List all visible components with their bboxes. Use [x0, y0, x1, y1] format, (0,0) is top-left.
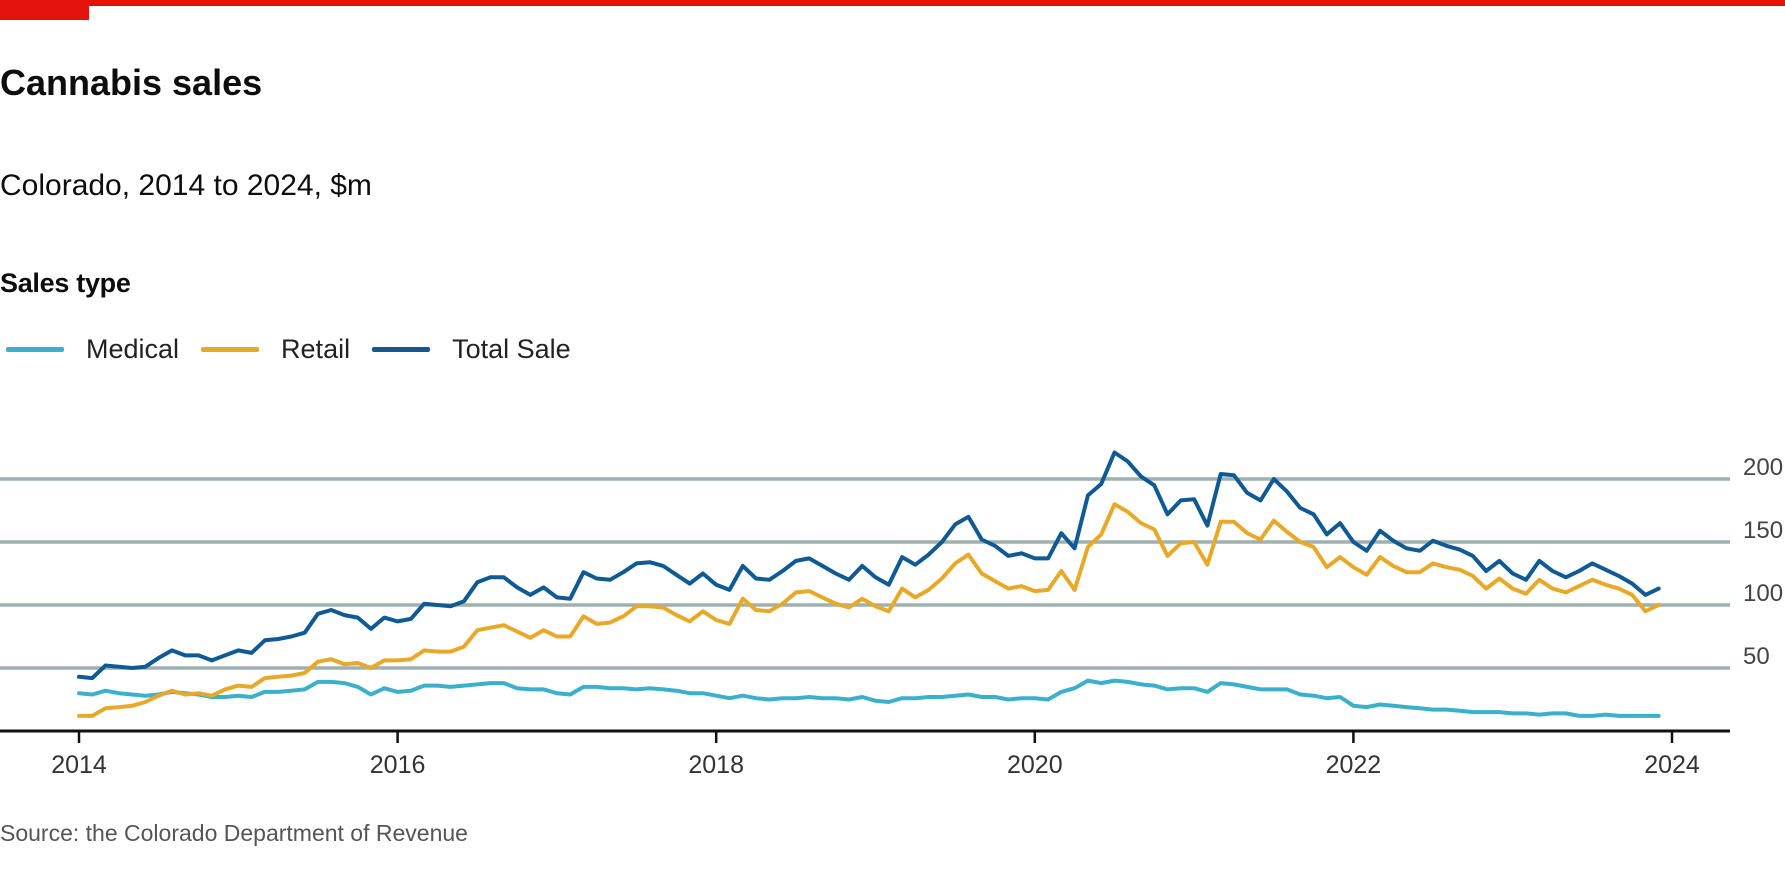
legend-label-total-sale: Total Sale: [452, 334, 571, 364]
y-tick-label-100: 100: [1743, 580, 1783, 607]
y-tick-label-50: 50: [1743, 643, 1770, 670]
x-tick-label-2014: 2014: [51, 751, 107, 779]
legend-item-medical: Medical: [6, 334, 179, 365]
legend-item-total-sale: Total Sale: [372, 334, 571, 365]
chart-title: Cannabis sales: [0, 62, 263, 103]
legend-label-medical: Medical: [86, 334, 180, 364]
x-tick-label-2018: 2018: [688, 751, 744, 779]
y-tick-label-200: 200: [1743, 454, 1783, 481]
chart-subtitle: Colorado, 2014 to 2024, $m: [0, 169, 372, 202]
brand-top-rule: [0, 0, 1785, 6]
legend-swatch-total-sale: [372, 347, 431, 352]
legend-item-retail: Retail: [201, 334, 350, 365]
series-line-total-sale: [77, 450, 1661, 681]
series-line-retail: [77, 502, 1661, 718]
x-tick-label-2024: 2024: [1644, 751, 1700, 779]
x-tick-label-2022: 2022: [1326, 751, 1382, 779]
legend-title: Sales type: [0, 268, 131, 298]
series-line-medical: [77, 678, 1661, 718]
legend-swatch-medical: [6, 347, 64, 352]
x-tick-label-2016: 2016: [370, 751, 426, 779]
y-tick-label-150: 150: [1743, 517, 1783, 544]
x-tick-label-2020: 2020: [1007, 751, 1063, 779]
source-note: Source: the Colorado Department of Reven…: [0, 820, 468, 846]
legend-label-retail: Retail: [281, 334, 351, 364]
legend: Medical Retail Total Sale: [6, 334, 593, 365]
brand-tab: [0, 0, 89, 20]
legend-swatch-retail: [201, 347, 260, 352]
